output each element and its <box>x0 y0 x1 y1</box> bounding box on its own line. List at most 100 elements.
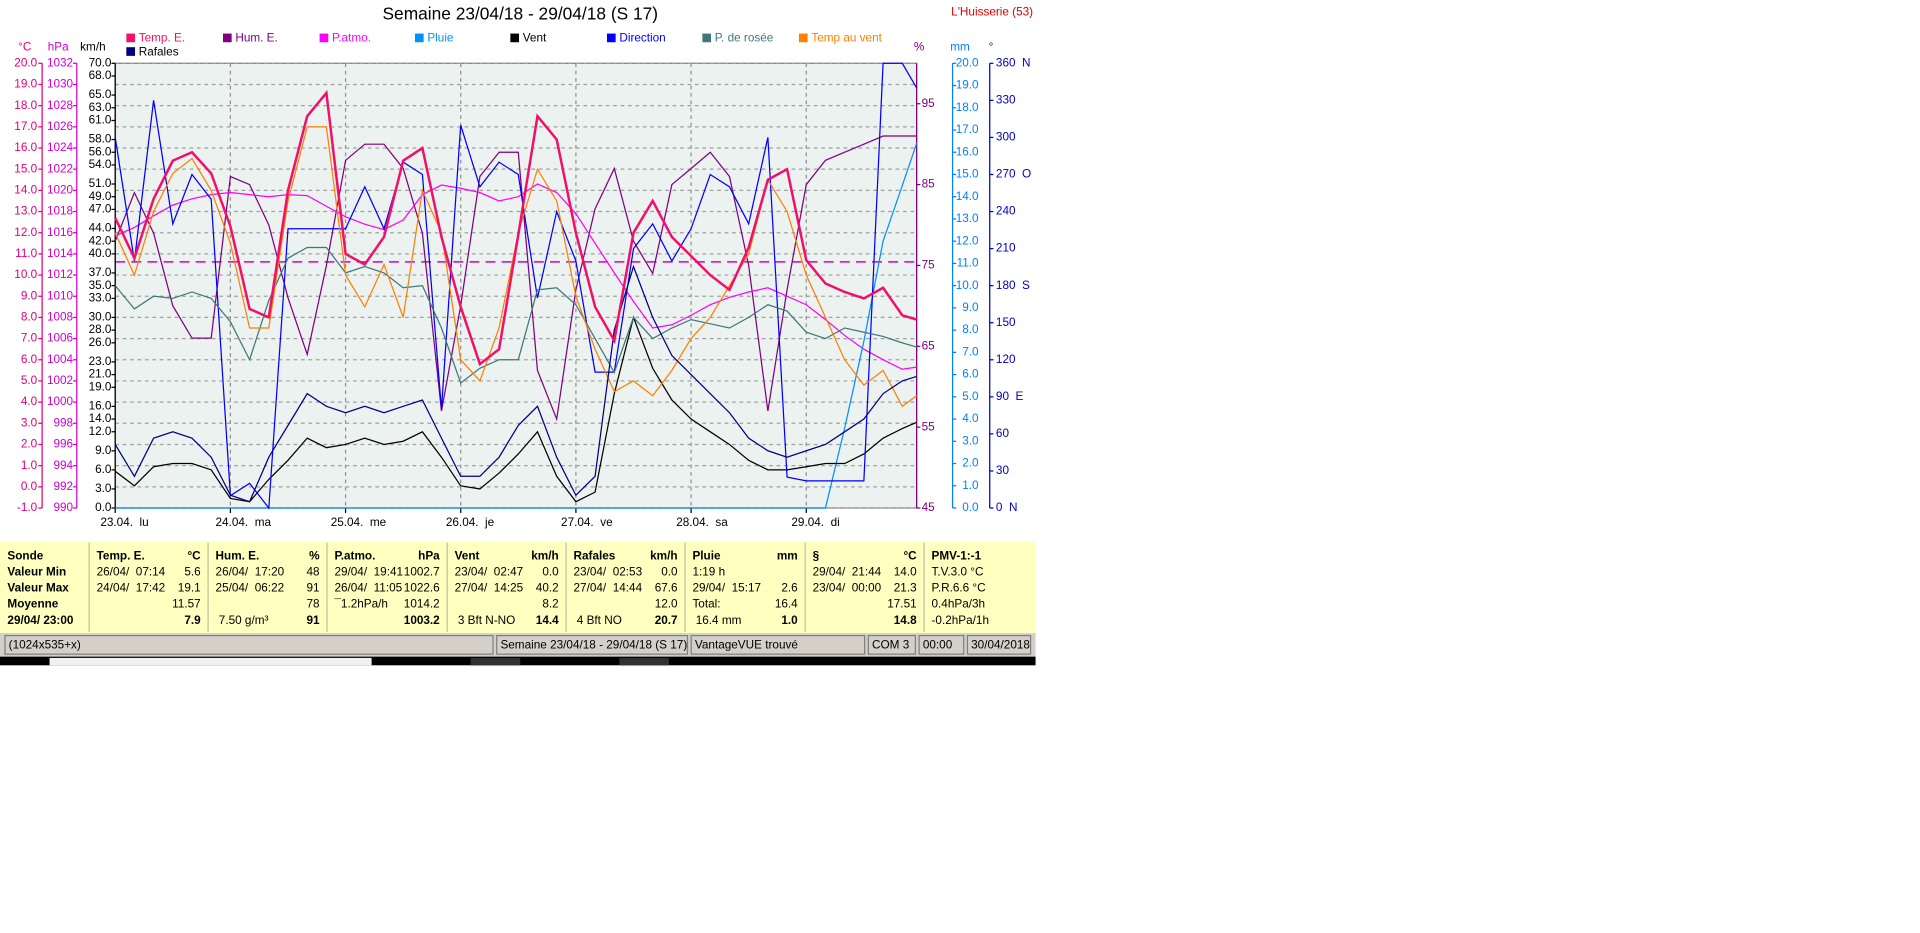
y-tick-label: 5.0 <box>962 390 979 403</box>
series-line <box>114 264 917 503</box>
column-unit: mm <box>777 549 798 562</box>
legend-label: Vent <box>523 32 547 45</box>
y-tick-label: 85 <box>922 178 936 191</box>
y-tick-label: 12.0 <box>956 234 979 247</box>
y-tick-label: 14.0 <box>956 190 979 203</box>
cell-label: 26/04/ 11:05 <box>334 582 402 595</box>
y-tick-label: 330 <box>996 93 1016 106</box>
cell-value: 19.1 <box>178 582 201 595</box>
legend-swatch <box>702 33 712 43</box>
y-tick-label: 300 <box>996 131 1016 144</box>
cell-value: 40.2 <box>536 582 559 595</box>
y-tick-label: 2.0 <box>962 457 979 470</box>
column-header: Vent <box>455 549 480 562</box>
y-tick-label: 3.0 <box>962 434 979 447</box>
cell-value: 12.0 <box>655 598 678 611</box>
y-tick-label: 996 <box>53 438 73 451</box>
y-tick-label: 51.0 <box>89 177 112 190</box>
y-tick-label: -1.0 <box>17 501 38 514</box>
cell-value: 8.2 <box>542 598 558 611</box>
cell-value: 1014.2 <box>404 598 440 611</box>
cell-value: 17.51 <box>887 598 916 611</box>
status-text: VantageVUE trouvé <box>695 639 798 652</box>
y-tick-label: 992 <box>53 480 73 493</box>
y-tick-label: 45 <box>922 501 936 514</box>
y-tick-label: 18.0 <box>14 99 37 112</box>
y-tick-label: 14.0 <box>89 412 112 425</box>
y-tick-label: 60 <box>996 427 1010 440</box>
cell-label: Valeur Min <box>7 566 66 579</box>
legend-swatch <box>126 47 136 56</box>
series-line <box>114 89 918 367</box>
cell-label: 4 Bft NO <box>574 614 622 627</box>
y-tick-label: 19.0 <box>14 78 37 91</box>
y-tick-label: 19.0 <box>89 380 112 393</box>
cell-label: 16.4 mm <box>692 614 741 627</box>
y-tick-label: 120 <box>996 353 1016 366</box>
legend: Temp. E. Hum. E. P.atmo. Pluie Vent Direction… <box>126 32 883 58</box>
column-unit: °C <box>903 549 917 562</box>
y-tick-label: 3.0 <box>21 416 38 429</box>
y-tick-label: 30.0 <box>89 311 112 324</box>
series-line <box>115 143 918 509</box>
y-tick-label: 9.0 <box>21 289 38 302</box>
legend-swatch <box>606 33 616 43</box>
y-tick-label: 1028 <box>47 99 74 112</box>
y-tick-label: 1022 <box>47 162 73 175</box>
cell-value: 2.6 <box>781 582 798 595</box>
cell-label: 23/04/ 02:53 <box>574 566 643 579</box>
series-line <box>114 246 917 385</box>
y-tick-label: 1004 <box>47 353 74 366</box>
legend-swatch <box>126 33 136 43</box>
status-field <box>867 634 917 655</box>
y-tick-label: 14.0 <box>14 183 37 196</box>
cell-value: 1.0 <box>781 614 798 627</box>
y-tick-label: 2.0 <box>21 438 38 451</box>
column-header: Temp. E. <box>97 549 145 562</box>
status-field <box>966 634 1032 655</box>
status-text: 00:00 <box>923 639 953 652</box>
y-tick-label: 44.0 <box>89 222 112 235</box>
y-tick-label: 0.0 <box>95 501 112 514</box>
y-tick-label: 1000 <box>47 395 74 408</box>
y-tick-label: 1012 <box>47 268 73 281</box>
y-tick-label: 15.0 <box>956 168 979 181</box>
y-axis-title: km/h <box>80 40 105 53</box>
legend-swatch <box>510 33 520 43</box>
y-tick-label: 4.0 <box>962 412 979 425</box>
y-tick-label: 37.0 <box>89 266 112 279</box>
cell-value: 11.57 <box>172 598 201 611</box>
legend-label: P.atmo. <box>332 32 371 45</box>
x-tick-label: 27.04. ve <box>561 516 613 529</box>
taskbar-item <box>619 657 669 666</box>
y-tick-label: 1006 <box>47 332 74 345</box>
y-tick-label: 1014 <box>47 247 74 260</box>
y-tick-label: 1008 <box>47 311 74 324</box>
station-name: L'Huisserie (53) <box>951 6 1033 19</box>
y-tick-label: 1020 <box>47 183 74 196</box>
status-field <box>918 634 965 655</box>
y-tick-label: 16.0 <box>14 141 37 154</box>
column-header: P.atmo. <box>334 549 375 562</box>
y-tick-label: 0.0 <box>962 501 979 514</box>
x-tick-label: 23.04. lu <box>100 516 148 529</box>
x-tick-label: 26.04. je <box>446 516 495 529</box>
cell-value: 7.9 <box>184 614 201 627</box>
cell-value: 14.4 <box>536 614 559 627</box>
y-tick-label: 13.0 <box>14 205 37 218</box>
x-tick-label: 25.04. me <box>331 516 387 529</box>
cell-value: 0.0 <box>661 566 678 579</box>
cell-label: Total: <box>692 598 720 611</box>
summary-table <box>0 541 1036 634</box>
y-tick-label: 55 <box>922 420 936 433</box>
cell-value: 21.3 <box>894 582 917 595</box>
cell-label: P.R.6.6 °C <box>932 582 987 595</box>
x-tick-label: 28.04. sa <box>676 516 728 529</box>
cell-value: 1003.2 <box>404 614 440 627</box>
cell-value: 0.0 <box>542 566 559 579</box>
cell-value: 1002.7 <box>404 566 440 579</box>
y-axis-title: ° <box>989 40 994 53</box>
y-tick-label: 210 <box>996 242 1016 255</box>
grid <box>114 62 917 509</box>
y-tick-label: 6.0 <box>95 463 112 476</box>
